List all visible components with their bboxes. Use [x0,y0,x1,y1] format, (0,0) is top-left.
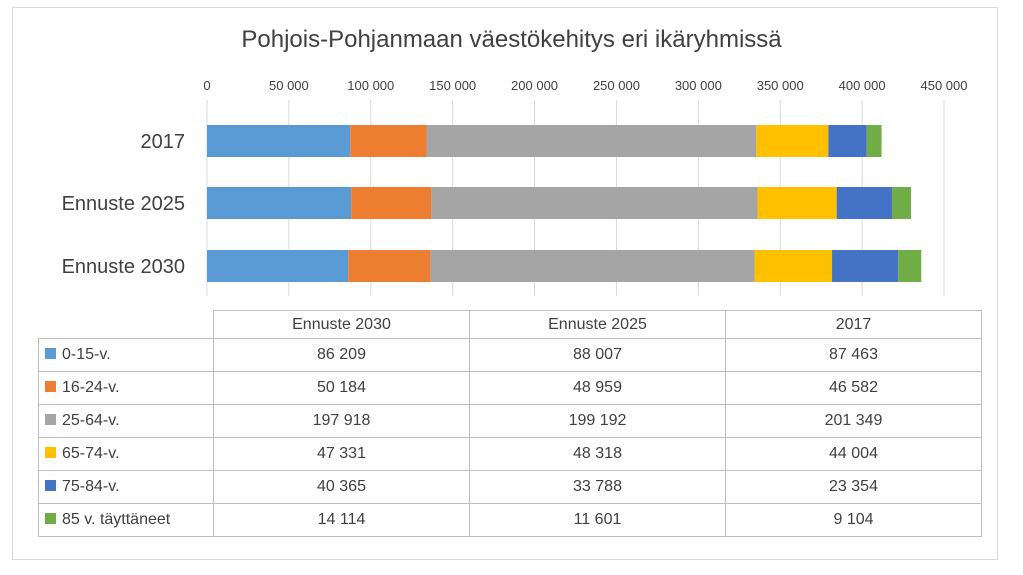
table-cell: 14 114 [213,503,470,537]
table-cell: 201 349 [725,404,982,438]
bar-segment [348,250,431,282]
table-cell: 88 007 [469,338,726,372]
legend-swatch [45,447,56,459]
legend-swatch [45,414,56,426]
bar-segment [898,250,922,282]
bar-segment [866,125,882,157]
bar-segment [350,125,427,157]
table-cell: 44 004 [725,437,982,471]
bar-segment [832,250,899,282]
bar-segment [892,187,912,219]
table-col-header: Ennuste 2030 [213,310,470,339]
legend-swatch [45,480,56,492]
bar-segment [351,187,432,219]
legend-label: 75-84-v. [62,478,120,495]
legend-swatch [45,348,56,360]
legend-entry: 85 v. täyttäneet [38,503,214,537]
x-tick-label: 300 000 [675,78,722,93]
bar-segment [207,187,352,219]
table-cell: 9 104 [725,503,982,537]
category-label: Ennuste 2025 [62,193,185,215]
x-tick-label: 100 000 [347,78,394,93]
table-cell: 199 192 [469,404,726,438]
table-cell: 46 582 [725,371,982,405]
bar-segment [756,125,829,157]
bar-segment [828,125,867,157]
bar-segment [430,250,755,282]
table-cell: 48 318 [469,437,726,471]
bar-segment [207,250,349,282]
legend-label: 16-24-v. [62,379,120,396]
table-row: 0-15-v. 86 209 88 007 87 463 [38,338,982,372]
table-row: 16-24-v. 50 184 48 959 46 582 [38,371,982,405]
x-tick-label: 150 000 [429,78,476,93]
table-cell: 23 354 [725,470,982,504]
table-row: 75-84-v. 40 365 33 788 23 354 [38,470,982,504]
category-label: Ennuste 2030 [62,256,185,278]
table-cell: 86 209 [213,338,470,372]
legend-label: 65-74-v. [62,445,120,462]
x-tick-label: 50 000 [269,78,309,93]
x-tick-label: 350 000 [757,78,804,93]
table-row: 25-64-v. 197 918 199 192 201 349 [38,404,982,438]
chart-title: Pohjois-Pohjanmaan väestökehitys eri ikä… [241,26,782,53]
x-tick-label: 200 000 [511,78,558,93]
x-tick-label: 400 000 [839,78,886,93]
table-corner [38,310,214,339]
bar-segment [207,125,351,157]
legend-label: 25-64-v. [62,412,120,429]
legend-entry: 75-84-v. [38,470,214,504]
legend-entry: 65-74-v. [38,437,214,471]
legend-entry: 16-24-v. [38,371,214,405]
category-label: 2017 [141,131,186,153]
table-cell: 47 331 [213,437,470,471]
table-cell: 40 365 [213,470,470,504]
bar-segment [426,125,757,157]
x-tick-label: 450 000 [921,78,968,93]
table-header-row: Ennuste 2030 Ennuste 2025 2017 [38,310,982,339]
table-cell: 33 788 [469,470,726,504]
legend-entry: 0-15-v. [38,338,214,372]
legend-entry: 25-64-v. [38,404,214,438]
table-row: 65-74-v. 47 331 48 318 44 004 [38,437,982,471]
x-tick-label: 0 [203,78,210,93]
table-cell: 48 959 [469,371,726,405]
legend-label: 85 v. täyttäneet [62,511,171,528]
table-col-header: 2017 [725,310,982,339]
table-cell: 87 463 [725,338,982,372]
data-table: Ennuste 2030 Ennuste 2025 2017 0-15-v. 86… [38,310,982,537]
legend-swatch [45,513,56,525]
x-tick-label: 250 000 [593,78,640,93]
table-cell: 197 918 [213,404,470,438]
table-cell: 11 601 [469,503,726,537]
table-col-header: Ennuste 2025 [469,310,726,339]
bar-segment [757,187,837,219]
table-row: 85 v. täyttäneet 14 114 11 601 9 104 [38,503,982,537]
legend-label: 0-15-v. [62,346,111,363]
table-cell: 50 184 [213,371,470,405]
legend-swatch [45,381,56,393]
bar-segment [836,187,893,219]
bar-segment [431,187,758,219]
bar-segment [754,250,833,282]
